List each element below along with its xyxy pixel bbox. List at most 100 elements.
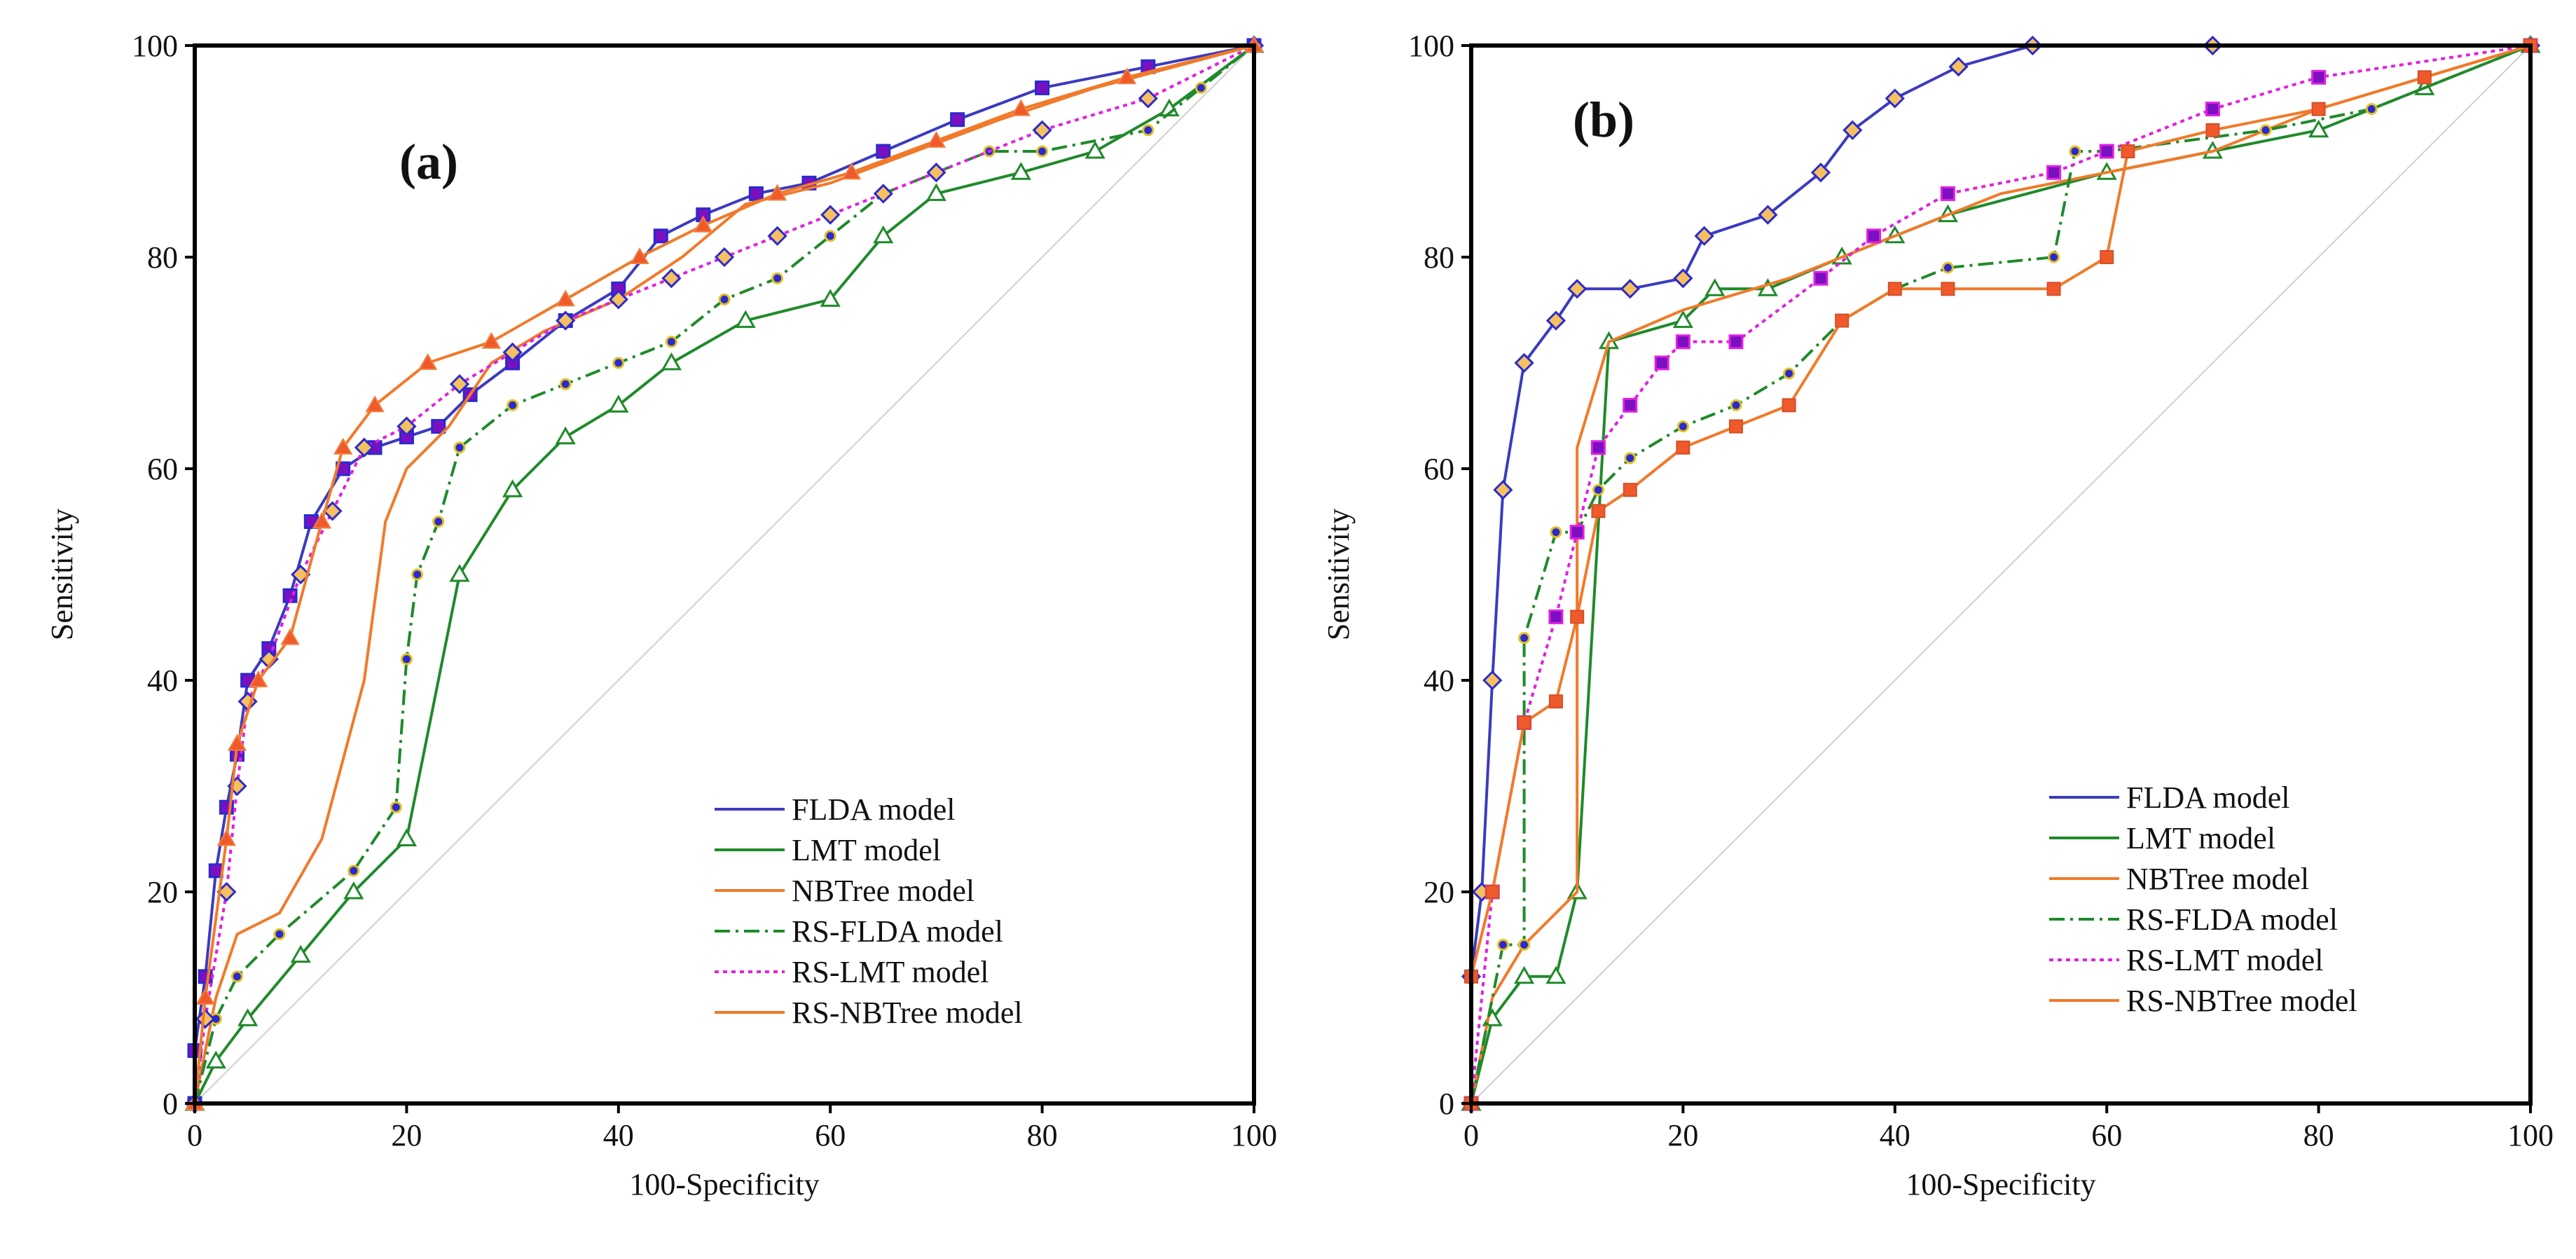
data-point	[559, 378, 572, 390]
x-tick-label: 60	[2091, 1118, 2122, 1153]
data-point	[230, 970, 243, 983]
data-point	[661, 268, 682, 289]
data-point	[2048, 251, 2060, 263]
data-point	[2259, 124, 2272, 137]
data-point	[2311, 102, 2326, 116]
data-point	[1036, 145, 1049, 158]
data-point	[661, 352, 682, 371]
y-tick-label: 20	[147, 875, 178, 909]
data-point	[718, 293, 731, 305]
data-point	[1570, 610, 1585, 624]
panel-b-plot-frame	[1469, 43, 2533, 1106]
data-point	[365, 395, 385, 413]
series-line	[193, 44, 1255, 1104]
panel-b-chart: 0 20 40 60 80 100 0 20 40 60 80 100 (b) 100-Specifi…	[1321, 29, 2554, 1202]
data-point	[1940, 186, 1955, 201]
panel-a-chart: 0 20 40 60 80 100 0 20 40 60 80 100 (a) 100-Specifi…	[45, 29, 1277, 1202]
data-point	[1757, 278, 1778, 296]
data-point	[2069, 145, 2081, 158]
panel-a-x-axis-label: 100-Specificity	[629, 1167, 819, 1202]
data-point	[1496, 939, 1509, 951]
data-point	[1493, 480, 1513, 500]
legend-entry: RS-NBTree model	[792, 996, 1023, 1030]
data-point	[2417, 70, 2432, 85]
data-point	[195, 987, 215, 1005]
panel-a-legend: FLDA model LMT model NBTree model RS-FLDA m…	[715, 792, 1023, 1030]
x-tick-label: 100	[2507, 1118, 2554, 1153]
data-point	[432, 516, 445, 528]
panel-b-y-axis-label: Sensitivity	[1321, 509, 1356, 640]
data-point	[1591, 504, 1606, 518]
y-tick-label: 0	[163, 1087, 178, 1121]
legend-entry: NBTree model	[792, 874, 974, 908]
data-point	[556, 289, 575, 307]
data-point	[333, 437, 353, 455]
data-point	[343, 881, 364, 900]
data-point	[1518, 632, 1531, 645]
data-point	[841, 163, 862, 180]
series-line	[1470, 44, 2531, 1104]
data-point	[630, 247, 649, 264]
data-point	[748, 186, 764, 201]
data-point	[2311, 69, 2327, 85]
data-point	[1866, 228, 1882, 244]
data-point	[1485, 885, 1500, 899]
data-point	[876, 144, 891, 159]
data-point	[1783, 367, 1796, 380]
x-tick-label: 0	[1463, 1118, 1479, 1153]
data-point	[1035, 80, 1050, 95]
series-line	[193, 44, 1255, 1104]
reference-diagonal-line	[1470, 45, 2531, 1104]
data-point	[1941, 261, 1954, 274]
legend-entry: LMT model	[2126, 821, 2275, 855]
data-point	[1676, 420, 1689, 433]
data-point	[418, 352, 438, 370]
data-point	[1758, 205, 1778, 225]
legend-entry: RS-FLDA model	[2126, 902, 2338, 937]
data-point	[1887, 282, 1902, 296]
data-point	[1704, 278, 1726, 296]
data-point	[1545, 965, 1566, 984]
data-point	[771, 272, 784, 284]
data-point	[1885, 88, 1905, 109]
panel-a-y-axis-label: Sensitivity	[45, 509, 79, 640]
data-point	[1548, 694, 1563, 709]
data-point	[1569, 525, 1585, 540]
data-point	[1673, 268, 1693, 289]
panel-a-plot-frame	[193, 43, 1256, 1106]
data-point	[347, 865, 360, 877]
y-tick-label: 40	[1424, 663, 1454, 698]
data-point	[925, 183, 946, 201]
y-tick-label: 40	[147, 663, 178, 698]
data-point	[608, 394, 629, 413]
data-point	[873, 225, 894, 244]
data-point	[1676, 440, 1690, 455]
data-point	[280, 628, 300, 645]
x-tick-label: 100	[1231, 1118, 1277, 1153]
data-point	[2046, 165, 2062, 180]
data-point	[248, 670, 268, 687]
panel-a-reference-line	[194, 45, 1255, 1104]
data-point	[1514, 352, 1534, 373]
data-point	[767, 184, 787, 201]
data-point	[2308, 119, 2329, 138]
data-point	[1654, 355, 1669, 371]
data-point	[556, 310, 576, 331]
data-point	[1117, 67, 1137, 85]
panel-a-label: (a)	[399, 134, 458, 190]
data-point	[312, 511, 332, 529]
data-point	[1482, 670, 1503, 691]
data-point	[2121, 144, 2135, 158]
data-point	[1545, 310, 1566, 331]
panel-b-label: (b)	[1573, 92, 1634, 148]
data-point	[453, 441, 466, 454]
panel-a-series	[184, 34, 1265, 1114]
y-tick-label: 60	[147, 452, 178, 486]
x-tick-label: 80	[2303, 1118, 2334, 1153]
data-point	[653, 228, 668, 244]
data-point	[397, 416, 417, 436]
data-point	[2100, 250, 2114, 264]
data-point	[1194, 81, 1207, 94]
panel-b-series	[1461, 34, 2541, 1114]
data-point	[216, 829, 237, 846]
